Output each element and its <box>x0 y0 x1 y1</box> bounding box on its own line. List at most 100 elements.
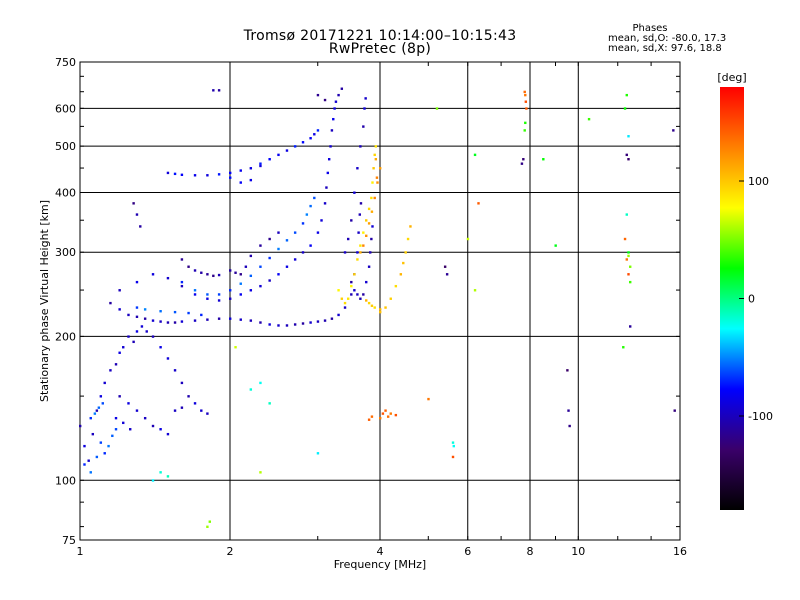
data-point <box>362 231 365 234</box>
data-point <box>173 310 177 314</box>
phases-stats-o: mean, sd,O: -80.0, 17.3 <box>608 33 727 44</box>
data-point <box>381 412 385 415</box>
data-point <box>200 409 203 412</box>
data-point <box>99 395 103 398</box>
data-point <box>143 317 147 320</box>
data-point <box>143 308 147 311</box>
x-tick-label: 10 <box>571 545 585 558</box>
data-point <box>566 369 569 372</box>
data-point <box>337 93 340 97</box>
data-point <box>376 181 379 184</box>
data-point <box>394 413 398 417</box>
data-point <box>206 174 209 177</box>
data-point <box>389 297 392 300</box>
data-point <box>473 289 477 292</box>
data-point <box>180 173 184 177</box>
data-point <box>140 325 144 328</box>
data-point <box>293 145 297 148</box>
data-point <box>358 213 361 216</box>
data-point <box>399 273 403 276</box>
data-point <box>132 340 135 344</box>
data-point <box>309 321 312 324</box>
data-point <box>359 145 362 148</box>
data-point <box>180 320 184 323</box>
data-point <box>379 310 382 314</box>
data-point <box>135 315 139 319</box>
data-point <box>427 397 430 401</box>
data-point <box>151 273 155 276</box>
phases-stats-title: Phases <box>632 23 668 34</box>
data-point <box>277 231 280 234</box>
data-point <box>229 289 232 292</box>
data-point <box>127 335 130 338</box>
data-point <box>234 346 237 349</box>
data-point <box>409 225 412 228</box>
data-point <box>309 244 312 247</box>
data-point <box>542 158 545 161</box>
data-point <box>356 251 359 254</box>
data-point <box>323 98 327 102</box>
data-point <box>523 90 526 94</box>
data-point <box>159 320 162 323</box>
data-point <box>346 297 350 300</box>
data-point <box>187 265 190 268</box>
data-point <box>293 323 297 326</box>
data-point <box>259 284 262 288</box>
data-point <box>466 237 470 241</box>
data-point <box>625 153 628 157</box>
data-point <box>627 273 630 276</box>
data-point <box>373 196 376 200</box>
data-point <box>316 320 320 323</box>
data-point <box>229 171 232 175</box>
data-point <box>122 346 125 349</box>
data-point <box>206 293 209 296</box>
data-point <box>268 323 271 326</box>
data-point <box>313 133 316 136</box>
data-point <box>357 231 360 234</box>
data-point <box>239 293 242 296</box>
y-tick-label: 400 <box>55 186 76 199</box>
data-point <box>326 171 330 175</box>
data-point <box>363 107 366 110</box>
data-point <box>166 321 170 324</box>
phases-stats-x: mean, sd,X: 97.6, 18.8 <box>608 43 722 54</box>
data-point <box>206 273 209 276</box>
data-point <box>249 254 253 258</box>
data-point <box>249 274 253 278</box>
data-point <box>346 237 350 241</box>
data-point <box>277 273 280 276</box>
data-point <box>587 117 591 121</box>
data-point <box>625 258 628 261</box>
data-point <box>193 293 197 296</box>
data-point <box>109 369 112 372</box>
data-point <box>379 308 382 311</box>
data-point <box>135 306 139 309</box>
data-point <box>622 346 625 349</box>
data-point <box>623 107 627 110</box>
data-point <box>623 237 627 241</box>
data-point <box>132 202 135 205</box>
data-point <box>206 297 209 300</box>
data-point <box>343 306 347 309</box>
data-point <box>350 280 353 284</box>
data-point <box>139 225 142 228</box>
plot-area <box>79 61 681 541</box>
data-point <box>103 381 106 385</box>
data-point <box>166 171 170 175</box>
x-tick-label: 4 <box>377 545 384 558</box>
data-point <box>365 234 368 237</box>
data-point <box>316 93 320 97</box>
data-point <box>135 213 139 216</box>
data-point <box>166 357 170 360</box>
colorbar-label: [deg] <box>717 71 746 84</box>
data-point <box>673 409 676 412</box>
x-tick-label: 1 <box>77 545 84 558</box>
data-point <box>523 129 526 132</box>
data-point <box>180 258 184 261</box>
data-point <box>365 299 368 302</box>
data-point <box>259 265 262 268</box>
data-point <box>193 174 197 177</box>
data-point <box>627 254 630 258</box>
data-point <box>370 210 374 213</box>
data-point <box>268 158 271 161</box>
